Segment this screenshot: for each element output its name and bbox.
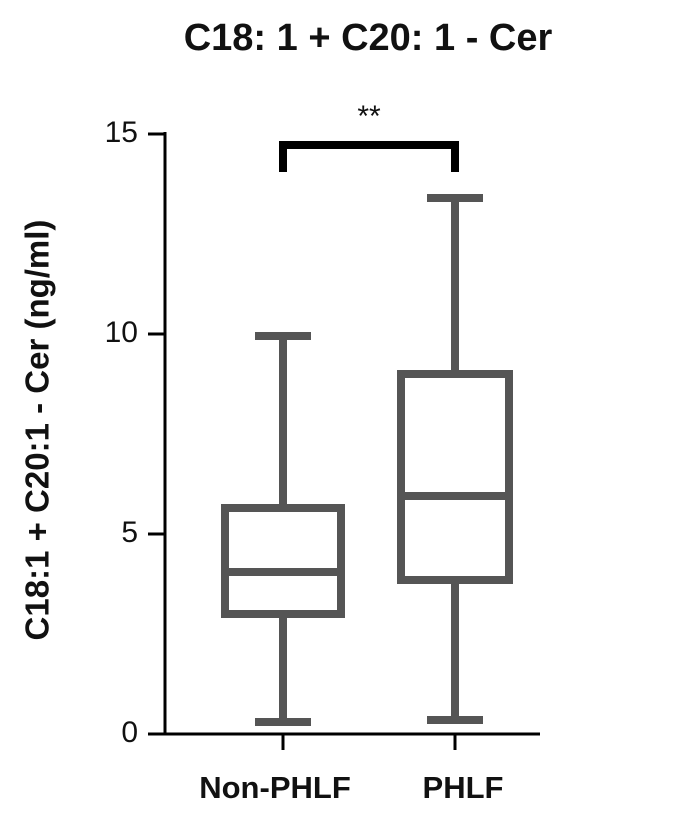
significance-bracket <box>279 141 459 172</box>
significance-label: ** <box>357 100 381 133</box>
chart-title: C18: 1 + C20: 1 - Cer <box>184 17 553 59</box>
box <box>221 504 345 618</box>
x-tick-label: PHLF <box>423 770 504 805</box>
box <box>397 370 513 584</box>
y-tick-label: 10 <box>105 316 138 349</box>
y-tick-label: 15 <box>105 116 138 149</box>
y-axis-label: C18:1 + C20:1 - Cer (ng/ml) <box>19 220 56 641</box>
x-tick-label: Non-PHLF <box>199 770 351 805</box>
y-tick-label: 0 <box>121 716 138 749</box>
y-tick-label: 5 <box>121 516 138 549</box>
